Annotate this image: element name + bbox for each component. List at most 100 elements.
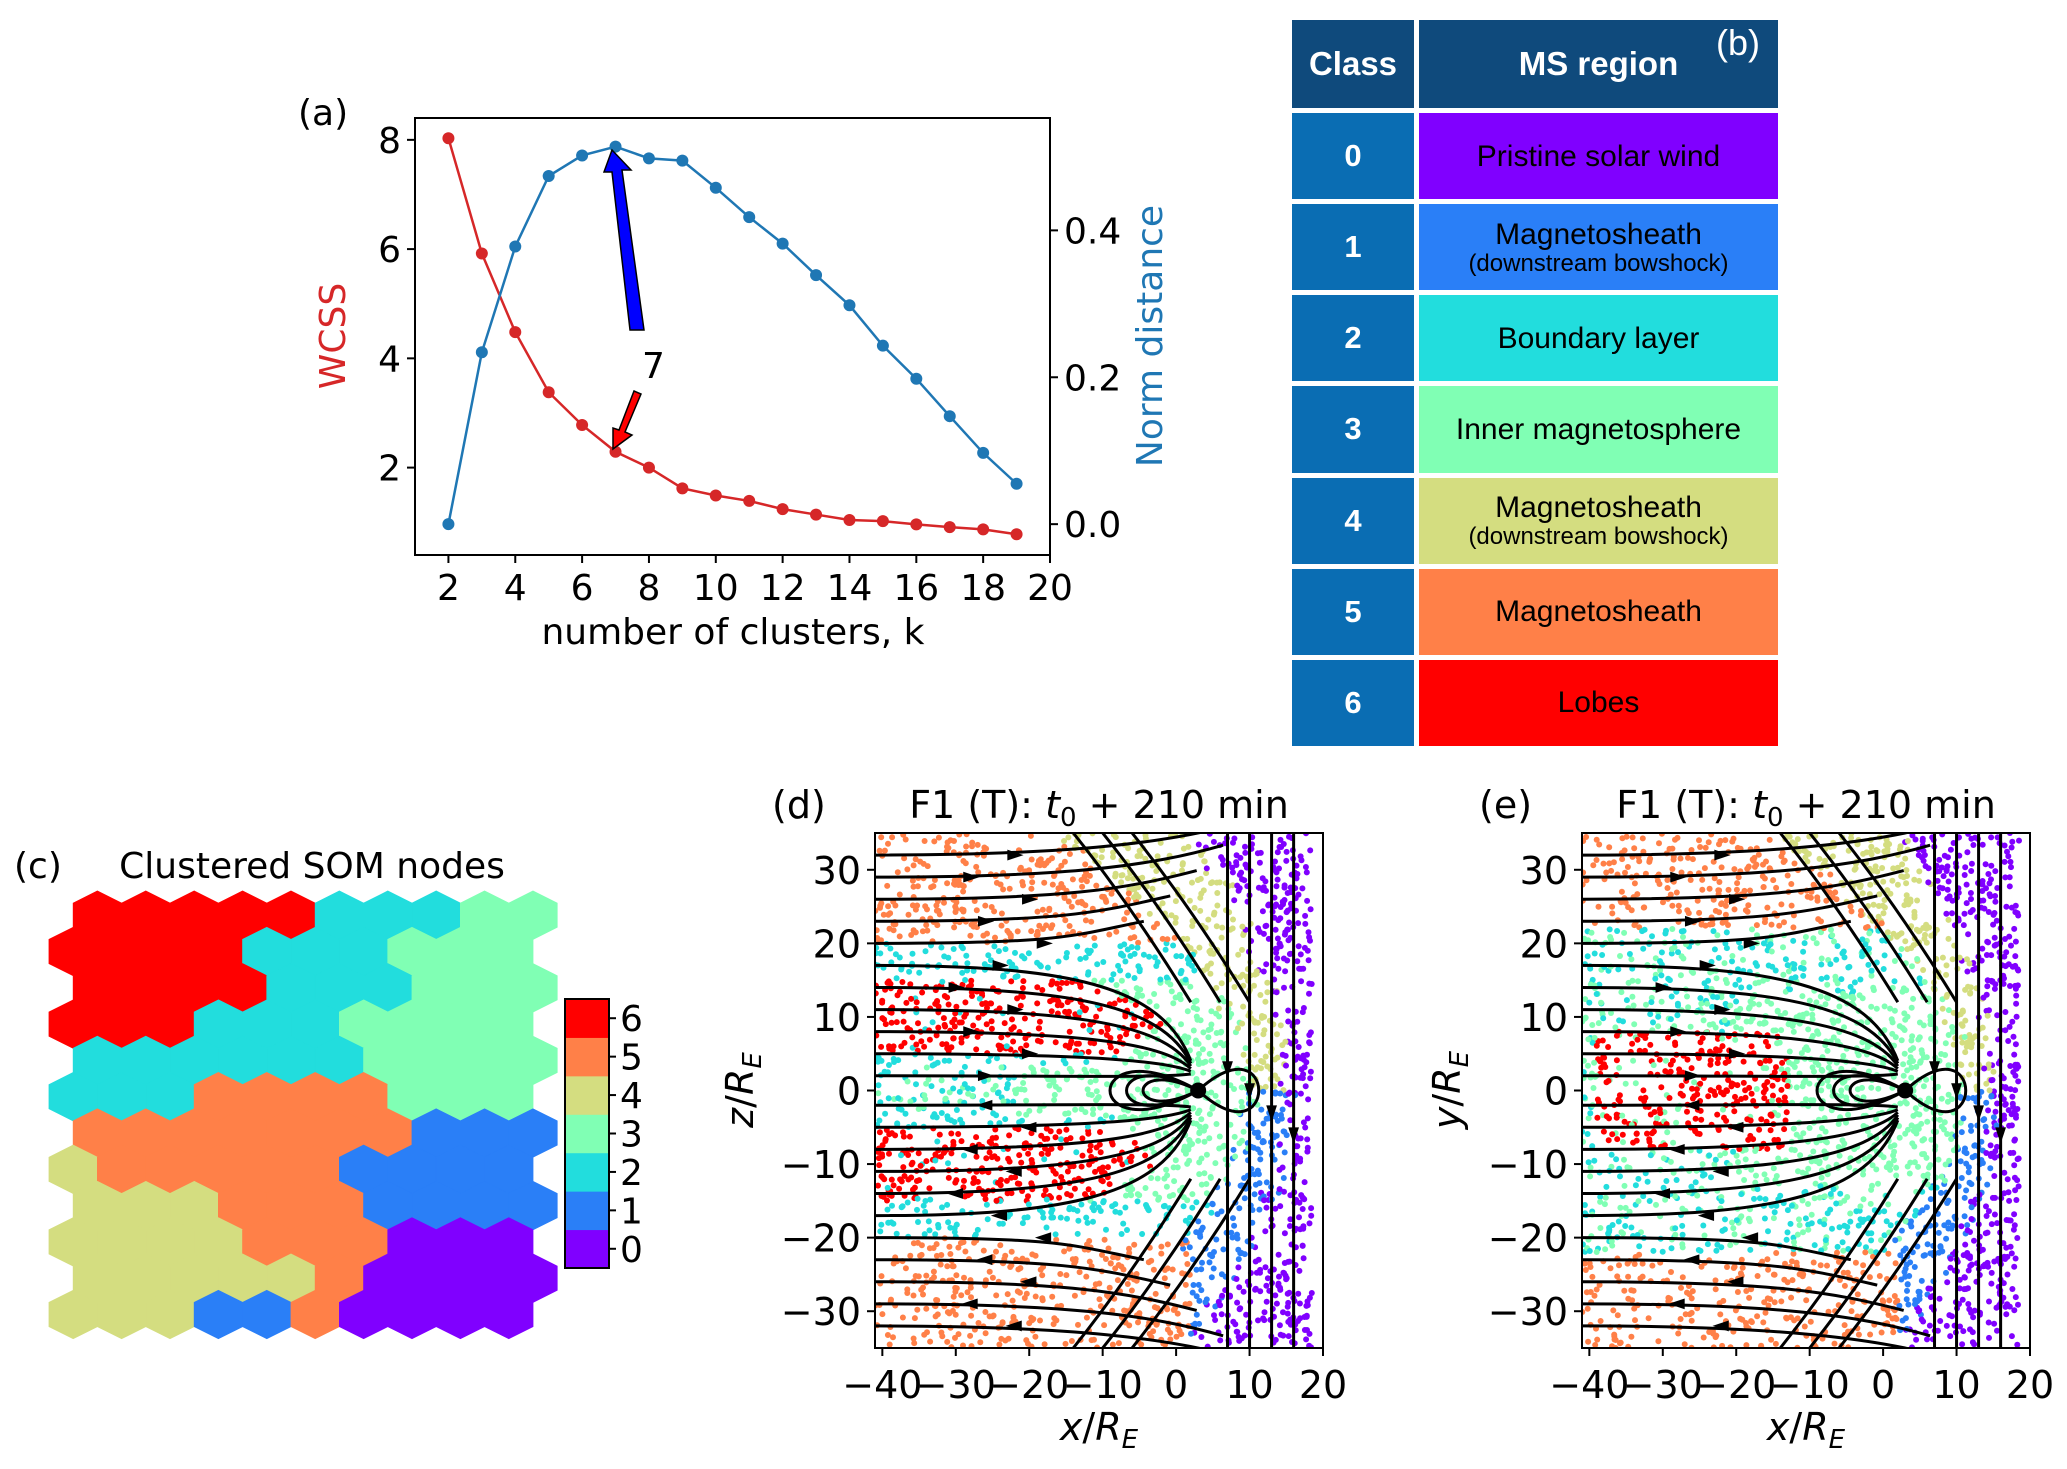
scatter-point bbox=[1729, 958, 1735, 965]
scatter-point bbox=[1304, 1136, 1311, 1143]
scatter-point bbox=[1063, 980, 1070, 986]
scatter-point bbox=[877, 1228, 884, 1235]
scatter-point bbox=[1302, 912, 1309, 919]
scatter-point bbox=[982, 902, 989, 909]
scatter-point bbox=[1078, 1201, 1085, 1208]
scatter-point bbox=[1146, 953, 1153, 960]
scatter-point bbox=[1827, 1206, 1834, 1213]
scatter-point bbox=[1131, 950, 1138, 957]
scatter-point bbox=[1189, 1191, 1196, 1198]
scatter-point bbox=[885, 1219, 892, 1226]
scatter-point bbox=[1238, 1098, 1245, 1105]
scatter-point bbox=[1135, 939, 1142, 946]
scatter-point bbox=[2011, 1051, 2018, 1058]
scatter-point bbox=[1662, 1057, 1669, 1064]
scatter-point bbox=[1102, 1256, 1109, 1262]
scatter-point bbox=[1132, 1001, 1139, 1008]
field-line-arrow bbox=[1007, 849, 1024, 861]
colorbar-segment bbox=[565, 1191, 609, 1231]
scatter-point bbox=[945, 1174, 952, 1181]
scatter-point bbox=[1186, 1137, 1193, 1144]
scatter-point bbox=[1230, 916, 1236, 923]
scatter-point bbox=[1112, 1265, 1119, 1272]
scatter-point bbox=[1191, 904, 1198, 911]
scatter-point bbox=[2005, 1189, 2012, 1196]
scatter-point bbox=[994, 1055, 1000, 1062]
scatter-point bbox=[1262, 1228, 1269, 1235]
scatter-point bbox=[1635, 1198, 1642, 1205]
scatter-point bbox=[1240, 1128, 1247, 1135]
scatter-point bbox=[915, 1020, 921, 1027]
field-line-arrow bbox=[1034, 1232, 1052, 1244]
scatter-point bbox=[1776, 1143, 1783, 1150]
scatter-point bbox=[979, 1001, 986, 1007]
scatter-point bbox=[877, 904, 883, 911]
scatter-point bbox=[1761, 1095, 1768, 1102]
scatter-point bbox=[1916, 868, 1923, 875]
scatter-point bbox=[922, 1208, 929, 1215]
scatter-point bbox=[1079, 883, 1086, 890]
scatter-point bbox=[1281, 1230, 1288, 1237]
scatter-point bbox=[1945, 916, 1952, 923]
scatter-point bbox=[1603, 1183, 1610, 1190]
x-tick-label: −20 bbox=[989, 1363, 1069, 1407]
scatter-point bbox=[1305, 957, 1312, 964]
scatter-point bbox=[1786, 1048, 1793, 1055]
scatter-point bbox=[910, 1292, 917, 1299]
x-tick-label: 18 bbox=[960, 568, 1006, 609]
blue-arrow-annotation bbox=[602, 148, 645, 331]
scatter-point bbox=[987, 1120, 994, 1127]
scatter-point bbox=[1840, 1052, 1847, 1059]
scatter-point bbox=[934, 1059, 941, 1066]
scatter-point bbox=[1606, 926, 1613, 933]
scatter-point bbox=[1807, 1318, 1814, 1325]
scatter-point bbox=[933, 1032, 940, 1039]
scatter-point bbox=[953, 1177, 960, 1184]
scatter-point bbox=[963, 833, 970, 838]
scatter-point bbox=[1719, 1342, 1726, 1348]
scatter-point bbox=[1297, 1090, 1304, 1097]
field-line bbox=[875, 986, 1193, 1065]
scatter-point bbox=[1779, 849, 1786, 856]
scatter-point bbox=[905, 911, 912, 918]
scatter-point bbox=[1990, 1068, 1997, 1075]
scatter-point bbox=[1182, 1281, 1189, 1288]
scatter-point bbox=[1082, 917, 1089, 924]
scatter-point bbox=[1992, 1108, 1999, 1115]
data-point-norm-distance bbox=[676, 154, 689, 167]
scatter-point bbox=[1208, 1057, 1215, 1064]
scatter-point bbox=[1152, 1290, 1159, 1297]
scatter-point bbox=[1696, 1131, 1703, 1137]
series-line-wcss bbox=[447, 137, 1017, 536]
field-line-loop bbox=[1108, 1070, 1199, 1111]
scatter-point bbox=[1203, 1151, 1210, 1158]
scatter-point bbox=[1008, 1026, 1015, 1033]
scatter-point bbox=[1297, 951, 1304, 958]
scatter-point bbox=[1065, 898, 1072, 905]
scatter-point bbox=[1703, 984, 1710, 991]
scatter-point bbox=[1308, 1290, 1315, 1296]
scatter-point bbox=[1980, 1117, 1987, 1123]
scatter-point bbox=[1677, 855, 1684, 862]
scatter-point bbox=[1928, 1136, 1935, 1143]
scatter-point bbox=[1782, 1010, 1789, 1016]
scatter-point bbox=[917, 1252, 924, 1259]
scatter-point bbox=[1297, 1158, 1304, 1165]
field-line-arrow bbox=[1005, 1320, 1022, 1332]
scatter-point bbox=[1900, 1061, 1907, 1068]
scatter-point bbox=[1611, 1336, 1618, 1343]
scatter-point bbox=[2001, 858, 2008, 865]
scatter-point bbox=[1834, 1243, 1841, 1250]
scatter-point bbox=[945, 1001, 952, 1008]
scatter-point bbox=[1896, 1302, 1903, 1309]
scatter-point bbox=[1195, 841, 1202, 848]
scatter-point bbox=[1304, 897, 1311, 904]
scatter-point bbox=[1912, 1207, 1919, 1214]
scatter-point bbox=[920, 1291, 926, 1298]
scatter-point bbox=[1161, 1175, 1168, 1182]
scatter-point bbox=[1150, 1051, 1156, 1058]
field-line bbox=[875, 833, 1206, 857]
scatter-point bbox=[1589, 976, 1596, 983]
scatter-point bbox=[1727, 1242, 1734, 1249]
scatter-point bbox=[1251, 1191, 1258, 1198]
